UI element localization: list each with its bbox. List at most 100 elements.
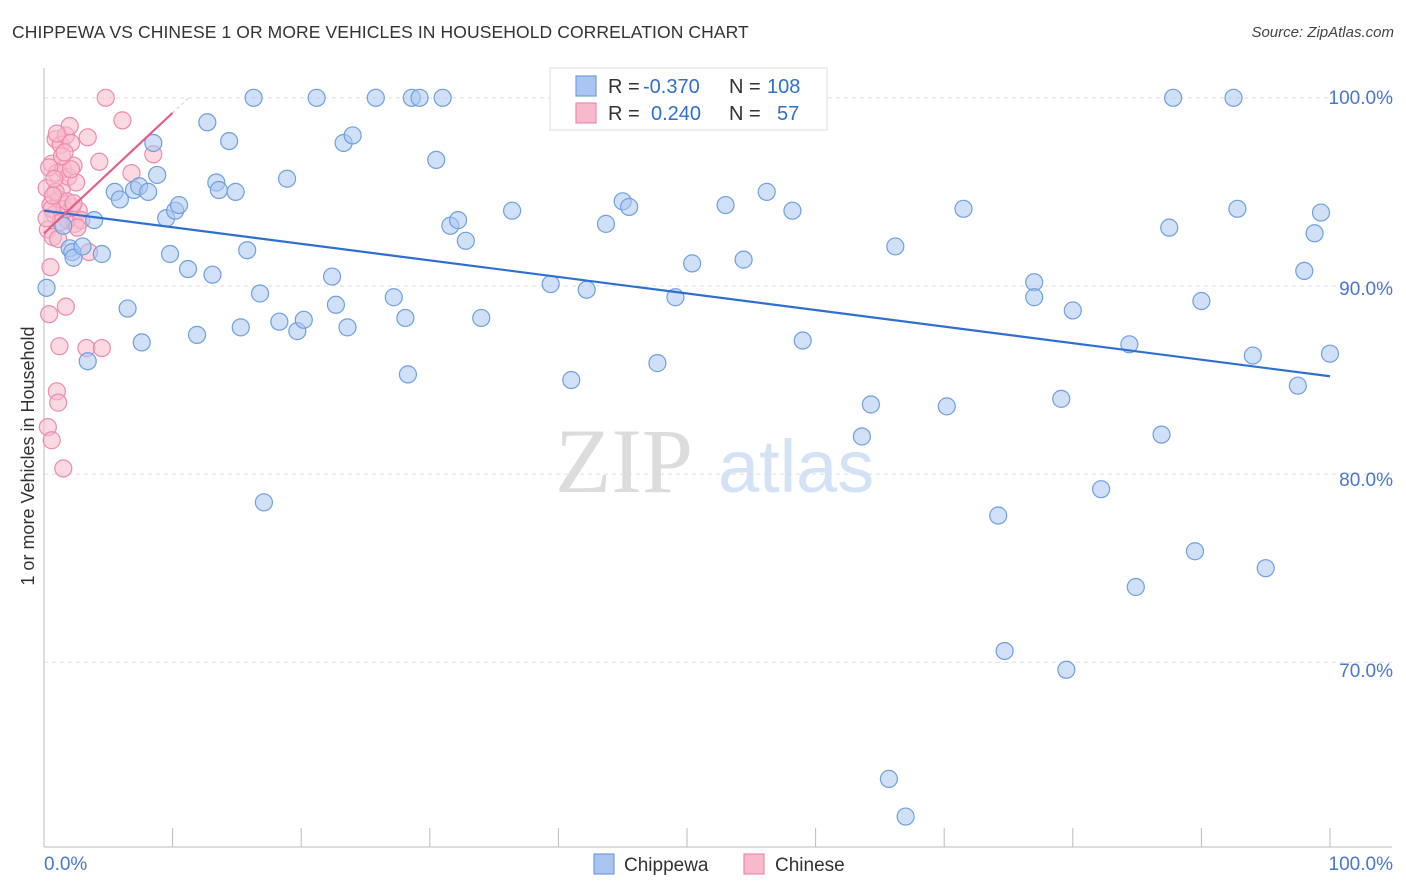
chippewa-point xyxy=(793,331,812,350)
chippewa-point xyxy=(1185,542,1205,561)
chippewa-point xyxy=(1288,376,1307,395)
chippewa-point xyxy=(852,427,871,446)
chippewa-point xyxy=(783,201,802,220)
chippewa-point xyxy=(1295,261,1314,281)
chinese-point xyxy=(54,459,73,478)
chinese-point xyxy=(55,143,74,162)
chinese-point xyxy=(47,124,66,143)
chippewa-point xyxy=(396,308,415,328)
chippewa-point xyxy=(209,180,228,200)
chippewa-point xyxy=(954,199,973,218)
chippewa-point xyxy=(433,88,452,107)
chippewa-point xyxy=(148,165,167,185)
chippewa-point xyxy=(144,133,163,153)
chippewa-point xyxy=(1057,660,1076,679)
chippewa-point xyxy=(410,88,429,107)
chippewa-point xyxy=(648,354,667,373)
chippewa-point xyxy=(203,265,222,284)
chippewa-point xyxy=(178,259,198,279)
y-tick-labels: 100.0% 90.0% 80.0% 70.0% xyxy=(1329,88,1394,682)
chippewa-point xyxy=(886,237,905,256)
legend-chinese-label: Chinese xyxy=(775,855,845,876)
chippewa-point xyxy=(1320,344,1340,363)
chippewa-point xyxy=(238,241,257,260)
chippewa-point xyxy=(989,506,1008,525)
chart-title: CHIPPEWA VS CHINESE 1 OR MORE VEHICLES I… xyxy=(12,22,749,42)
chippewa-point xyxy=(861,395,880,414)
chippewa-point xyxy=(683,254,702,273)
chippewa-point xyxy=(110,190,129,209)
chippewa-point xyxy=(757,182,776,201)
chinese-point xyxy=(64,194,83,213)
chinese-point xyxy=(40,305,59,324)
chippewa-point xyxy=(1224,88,1243,107)
chippewa-point xyxy=(294,310,313,329)
chinese-point xyxy=(92,338,111,358)
chinese-point xyxy=(90,152,109,171)
chippewa-point xyxy=(398,365,418,384)
chinese-point xyxy=(49,393,68,412)
chippewa-r-value: -0.370 xyxy=(643,76,700,98)
chippewa-point xyxy=(139,182,158,201)
chippewa-point xyxy=(1063,301,1082,320)
chippewa-point xyxy=(322,267,342,286)
y-tick-label: 80.0% xyxy=(1339,470,1393,491)
chippewa-point xyxy=(1228,199,1247,218)
legend-chippewa-label: Chippewa xyxy=(624,855,709,876)
chippewa-point xyxy=(448,211,468,230)
chippewa-point xyxy=(1311,203,1331,222)
chippewa-point xyxy=(366,88,385,107)
chippewa-point xyxy=(716,195,735,215)
y-tick-label: 90.0% xyxy=(1339,279,1393,300)
y-tick-label: 70.0% xyxy=(1339,661,1393,682)
chippewa-point xyxy=(1192,291,1211,311)
chippewa-point xyxy=(343,126,362,145)
chippewa-point xyxy=(734,250,753,269)
chippewa-point xyxy=(37,278,56,297)
chippewa-point xyxy=(270,312,289,331)
chippewa-point xyxy=(250,284,270,303)
chippewa-point xyxy=(187,325,207,344)
chinese-point xyxy=(56,297,75,316)
chippewa-point xyxy=(338,318,357,337)
chinese-n-value: 57 xyxy=(777,103,799,125)
x-tick-label-min: 0.0% xyxy=(44,854,87,875)
chippewa-point xyxy=(132,333,151,352)
chinese-point xyxy=(37,209,56,228)
chippewa-point xyxy=(896,807,915,826)
chippewa-point xyxy=(577,280,596,299)
chippewa-point xyxy=(307,88,326,107)
chippewa-point xyxy=(160,244,180,264)
chippewa-r-label: R = xyxy=(608,76,640,98)
chinese-trend-line-extension xyxy=(172,98,189,114)
chippewa-point xyxy=(1025,288,1044,307)
chippewa-point xyxy=(1152,425,1171,444)
chippewa-point xyxy=(620,197,639,217)
bottom-legend: Chippewa Chinese xyxy=(593,853,845,876)
series-chippewa xyxy=(37,88,1340,826)
chippewa-point xyxy=(879,769,899,789)
chippewa-point xyxy=(596,214,616,233)
chippewa-point xyxy=(995,641,1014,661)
watermark-zip: ZIP xyxy=(555,410,693,512)
chippewa-point xyxy=(1256,559,1275,578)
series-chinese xyxy=(37,88,163,478)
chippewa-point xyxy=(427,150,446,170)
chinese-point xyxy=(61,160,81,179)
chippewa-point xyxy=(1120,335,1139,354)
chippewa-point xyxy=(503,201,522,220)
chippewa-point xyxy=(937,397,956,416)
chippewa-point xyxy=(78,352,97,371)
chippewa-point xyxy=(1126,577,1145,597)
chippewa-point xyxy=(1243,346,1262,365)
chippewa-point xyxy=(326,295,346,314)
chippewa-swatch xyxy=(575,75,597,97)
chippewa-point xyxy=(220,131,239,151)
y-axis-title: 1 or more Vehicles in Household xyxy=(18,326,38,585)
chippewa-point xyxy=(541,274,560,294)
chippewa-point xyxy=(1052,389,1071,408)
chinese-point xyxy=(96,88,115,107)
gridlines xyxy=(44,97,1392,663)
chippewa-point xyxy=(231,318,250,337)
chippewa-point xyxy=(1160,218,1179,237)
